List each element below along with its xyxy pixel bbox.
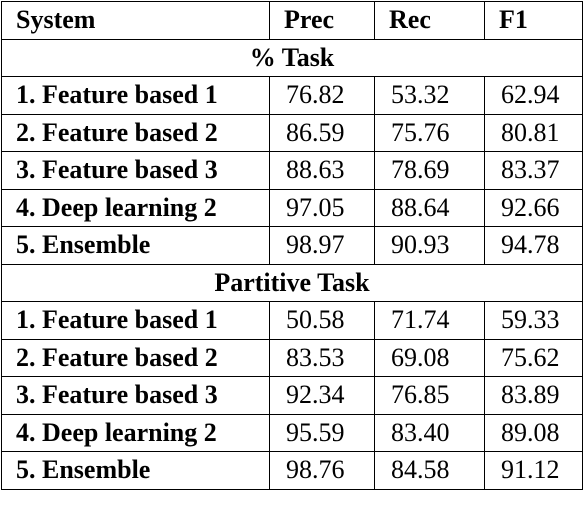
value-cell: 88.63: [269, 151, 375, 190]
data-row: 1. Feature based 1 50.58 71.74 59.33: [1, 301, 583, 340]
value-cell: 50.58: [269, 301, 375, 340]
header-cell: Prec: [269, 1, 375, 40]
value-cell: 98.97: [269, 226, 375, 265]
value-cell: 83.40: [374, 413, 485, 452]
section-title: % Task: [1, 38, 583, 77]
value-cell: 92.66: [484, 188, 583, 227]
value-cell: 83.53: [269, 338, 375, 377]
value-cell: 80.81: [484, 113, 583, 152]
section-title: Partitive Task: [1, 263, 583, 302]
value-cell: 75.62: [484, 338, 583, 377]
system-cell: 4. Deep learning 2: [1, 188, 270, 227]
value-cell: 62.94: [484, 76, 583, 115]
system-cell: 3. Feature based 3: [1, 151, 270, 190]
value-cell: 97.05: [269, 188, 375, 227]
data-row: 4. Deep learning 2 95.59 83.40 89.08: [1, 413, 583, 452]
system-cell: 1. Feature based 1: [1, 76, 270, 115]
value-cell: 98.76: [269, 451, 375, 490]
value-cell: 91.12: [484, 451, 583, 490]
header-cell: Rec: [374, 1, 485, 40]
results-table: System Prec Rec F1 % Task 1. Feature based 1…: [1, 1, 583, 490]
value-cell: 83.37: [484, 151, 583, 190]
value-cell: 71.74: [374, 301, 485, 340]
system-cell: 2. Feature based 2: [1, 113, 270, 152]
data-row: 3. Feature based 3 92.34 76.85 83.89: [1, 376, 583, 415]
header-cell: System: [1, 1, 270, 40]
system-cell: 1. Feature based 1: [1, 301, 270, 340]
value-cell: 59.33: [484, 301, 583, 340]
system-cell: 5. Ensemble: [1, 451, 270, 490]
value-cell: 84.58: [374, 451, 485, 490]
data-row: 5. Ensemble 98.76 84.58 91.12: [1, 451, 583, 490]
value-cell: 92.34: [269, 376, 375, 415]
data-row: 2. Feature based 2 86.59 75.76 80.81: [1, 113, 583, 152]
value-cell: 78.69: [374, 151, 485, 190]
value-cell: 75.76: [374, 113, 485, 152]
value-cell: 53.32: [374, 76, 485, 115]
data-row: 4. Deep learning 2 97.05 88.64 92.66: [1, 188, 583, 227]
value-cell: 69.08: [374, 338, 485, 377]
header-cell: F1: [484, 1, 583, 40]
value-cell: 90.93: [374, 226, 485, 265]
value-cell: 76.82: [269, 76, 375, 115]
section-row: Partitive Task: [1, 263, 583, 302]
value-cell: 95.59: [269, 413, 375, 452]
value-cell: 83.89: [484, 376, 583, 415]
data-row: 5. Ensemble 98.97 90.93 94.78: [1, 226, 583, 265]
table-body: % Task 1. Feature based 1 76.82 53.32 62.94 2…: [1, 38, 583, 490]
section-row: % Task: [1, 38, 583, 77]
data-row: 1. Feature based 1 76.82 53.32 62.94: [1, 76, 583, 115]
data-row: 3. Feature based 3 88.63 78.69 83.37: [1, 151, 583, 190]
value-cell: 94.78: [484, 226, 583, 265]
value-cell: 76.85: [374, 376, 485, 415]
system-cell: 4. Deep learning 2: [1, 413, 270, 452]
data-row: 2. Feature based 2 83.53 69.08 75.62: [1, 338, 583, 377]
value-cell: 86.59: [269, 113, 375, 152]
system-cell: 3. Feature based 3: [1, 376, 270, 415]
header-row: System Prec Rec F1: [1, 1, 583, 40]
system-cell: 5. Ensemble: [1, 226, 270, 265]
value-cell: 89.08: [484, 413, 583, 452]
value-cell: 88.64: [374, 188, 485, 227]
system-cell: 2. Feature based 2: [1, 338, 270, 377]
